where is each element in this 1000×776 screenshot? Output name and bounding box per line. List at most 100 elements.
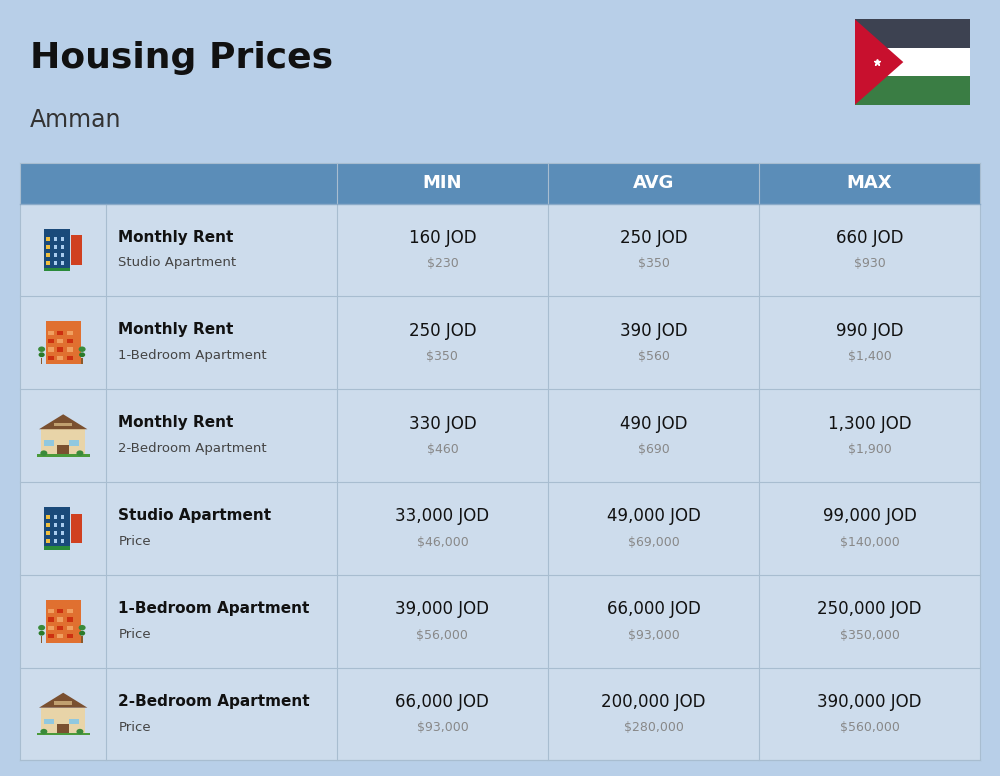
Text: 2-Bedroom Apartment: 2-Bedroom Apartment bbox=[118, 694, 310, 708]
Text: 660 JOD: 660 JOD bbox=[836, 229, 903, 247]
Text: $93,000: $93,000 bbox=[417, 722, 468, 735]
FancyBboxPatch shape bbox=[67, 625, 73, 630]
Circle shape bbox=[39, 352, 45, 357]
FancyBboxPatch shape bbox=[54, 523, 57, 528]
Text: $350,000: $350,000 bbox=[840, 629, 900, 642]
FancyBboxPatch shape bbox=[57, 724, 69, 736]
Circle shape bbox=[38, 346, 45, 352]
Circle shape bbox=[79, 346, 86, 352]
FancyBboxPatch shape bbox=[67, 634, 73, 639]
FancyBboxPatch shape bbox=[61, 261, 64, 265]
FancyBboxPatch shape bbox=[54, 515, 57, 519]
FancyBboxPatch shape bbox=[67, 609, 73, 613]
FancyBboxPatch shape bbox=[54, 261, 57, 265]
Text: Price: Price bbox=[118, 628, 151, 641]
FancyBboxPatch shape bbox=[44, 440, 54, 446]
FancyBboxPatch shape bbox=[57, 348, 63, 352]
Text: 1-Bedroom Apartment: 1-Bedroom Apartment bbox=[118, 349, 267, 362]
FancyBboxPatch shape bbox=[54, 702, 72, 705]
FancyBboxPatch shape bbox=[54, 237, 57, 241]
Text: $1,400: $1,400 bbox=[848, 350, 891, 363]
FancyBboxPatch shape bbox=[44, 546, 70, 549]
FancyBboxPatch shape bbox=[37, 733, 90, 736]
Text: 330 JOD: 330 JOD bbox=[409, 414, 476, 432]
Text: Monthly Rent: Monthly Rent bbox=[118, 322, 234, 338]
FancyBboxPatch shape bbox=[37, 455, 90, 457]
Text: 490 JOD: 490 JOD bbox=[620, 414, 687, 432]
FancyBboxPatch shape bbox=[67, 355, 73, 360]
Text: $280,000: $280,000 bbox=[624, 722, 684, 735]
FancyBboxPatch shape bbox=[61, 539, 64, 543]
Text: 66,000 JOD: 66,000 JOD bbox=[395, 693, 489, 711]
FancyBboxPatch shape bbox=[44, 229, 70, 272]
FancyBboxPatch shape bbox=[48, 355, 54, 360]
Circle shape bbox=[40, 450, 47, 456]
Text: $560: $560 bbox=[638, 350, 670, 363]
Text: 99,000 JOD: 99,000 JOD bbox=[823, 508, 917, 525]
Circle shape bbox=[79, 352, 85, 357]
FancyBboxPatch shape bbox=[57, 445, 69, 457]
FancyBboxPatch shape bbox=[57, 331, 63, 335]
FancyBboxPatch shape bbox=[54, 244, 57, 249]
Text: AVG: AVG bbox=[633, 175, 674, 192]
Text: $56,000: $56,000 bbox=[416, 629, 468, 642]
Text: 2-Bedroom Apartment: 2-Bedroom Apartment bbox=[118, 442, 267, 455]
FancyBboxPatch shape bbox=[81, 358, 83, 364]
Text: Monthly Rent: Monthly Rent bbox=[118, 230, 234, 244]
FancyBboxPatch shape bbox=[46, 523, 50, 528]
Text: Housing Prices: Housing Prices bbox=[30, 41, 333, 75]
FancyBboxPatch shape bbox=[41, 358, 42, 364]
FancyBboxPatch shape bbox=[61, 531, 64, 535]
Text: 1,300 JOD: 1,300 JOD bbox=[828, 414, 911, 432]
FancyBboxPatch shape bbox=[46, 261, 50, 265]
FancyBboxPatch shape bbox=[855, 19, 970, 48]
Text: $140,000: $140,000 bbox=[840, 536, 899, 549]
FancyBboxPatch shape bbox=[67, 331, 73, 335]
Circle shape bbox=[38, 625, 45, 630]
FancyBboxPatch shape bbox=[48, 618, 54, 622]
FancyBboxPatch shape bbox=[57, 634, 63, 639]
FancyBboxPatch shape bbox=[46, 237, 50, 241]
Circle shape bbox=[79, 631, 85, 636]
Text: 390 JOD: 390 JOD bbox=[620, 322, 687, 340]
Text: $460: $460 bbox=[427, 443, 458, 456]
FancyBboxPatch shape bbox=[44, 507, 70, 549]
Circle shape bbox=[76, 729, 83, 734]
Text: 160 JOD: 160 JOD bbox=[409, 229, 476, 247]
Text: $690: $690 bbox=[638, 443, 669, 456]
FancyBboxPatch shape bbox=[855, 76, 970, 105]
Text: Studio Apartment: Studio Apartment bbox=[118, 508, 272, 523]
FancyBboxPatch shape bbox=[44, 719, 54, 724]
FancyBboxPatch shape bbox=[855, 48, 970, 76]
FancyBboxPatch shape bbox=[48, 634, 54, 639]
FancyBboxPatch shape bbox=[57, 339, 63, 343]
Text: Amman: Amman bbox=[30, 109, 122, 132]
Text: 66,000 JOD: 66,000 JOD bbox=[607, 600, 701, 618]
Polygon shape bbox=[39, 693, 87, 708]
FancyBboxPatch shape bbox=[57, 618, 63, 622]
Polygon shape bbox=[855, 19, 903, 105]
FancyBboxPatch shape bbox=[46, 600, 81, 643]
FancyBboxPatch shape bbox=[61, 237, 64, 241]
FancyBboxPatch shape bbox=[48, 331, 54, 335]
FancyBboxPatch shape bbox=[41, 429, 85, 457]
Text: $1,900: $1,900 bbox=[848, 443, 891, 456]
FancyBboxPatch shape bbox=[57, 625, 63, 630]
FancyBboxPatch shape bbox=[41, 708, 85, 736]
FancyBboxPatch shape bbox=[61, 515, 64, 519]
FancyBboxPatch shape bbox=[54, 531, 57, 535]
Text: 250,000 JOD: 250,000 JOD bbox=[817, 600, 922, 618]
Text: $930: $930 bbox=[854, 258, 885, 270]
FancyBboxPatch shape bbox=[54, 539, 57, 543]
Text: Price: Price bbox=[118, 721, 151, 733]
Text: 390,000 JOD: 390,000 JOD bbox=[817, 693, 922, 711]
FancyBboxPatch shape bbox=[71, 514, 82, 543]
Circle shape bbox=[40, 729, 47, 734]
FancyBboxPatch shape bbox=[46, 253, 50, 257]
FancyBboxPatch shape bbox=[61, 523, 64, 528]
FancyBboxPatch shape bbox=[71, 235, 82, 265]
Text: 33,000 JOD: 33,000 JOD bbox=[395, 508, 489, 525]
Circle shape bbox=[39, 631, 45, 636]
Text: 200,000 JOD: 200,000 JOD bbox=[601, 693, 706, 711]
FancyBboxPatch shape bbox=[46, 515, 50, 519]
